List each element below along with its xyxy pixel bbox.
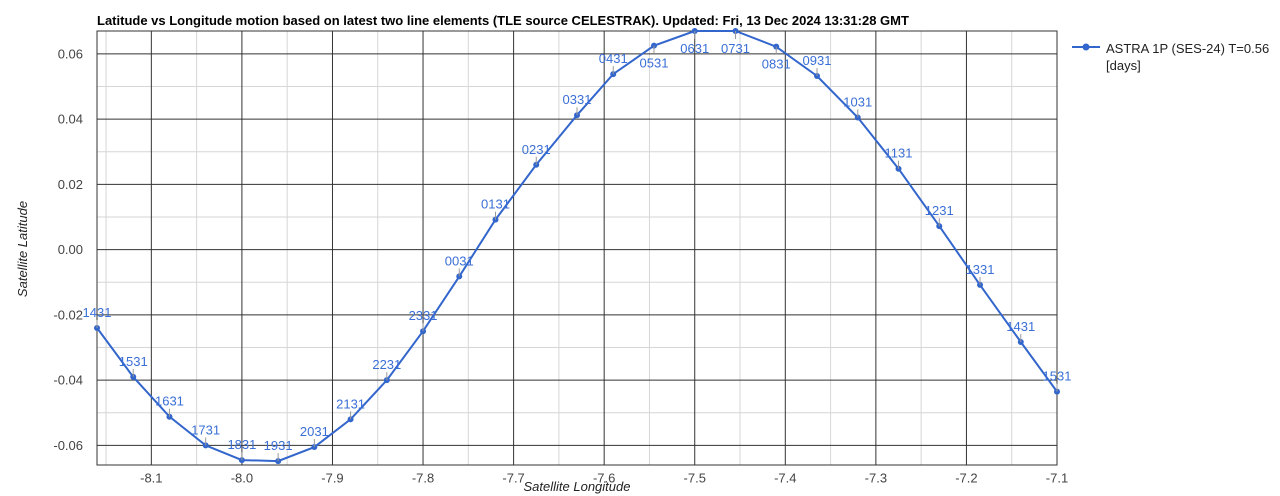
data-point-label: 0231: [522, 142, 551, 157]
point-labels: 1431 1531 1631 1731 1831 1931 2031 2131 2231 2331…: [83, 31, 1072, 462]
chart-title: Latitude vs Longitude motion based on la…: [97, 13, 909, 28]
x-tick-label: -8.0: [231, 471, 253, 486]
data-point-label: 1831: [227, 437, 256, 452]
data-point-label: 0631: [680, 41, 709, 56]
x-tick-label: -8.1: [140, 471, 162, 486]
y-tick-label: -0.04: [53, 373, 83, 388]
x-tick-label: -7.7: [502, 471, 524, 486]
data-point-label: 1931: [264, 438, 293, 453]
grid: [97, 31, 1058, 465]
y-tick-label: 0.00: [58, 242, 83, 257]
data-point-label: 1431: [83, 305, 112, 320]
y-tick-label: 0.02: [58, 177, 83, 192]
data-point-label: 1531: [1043, 369, 1072, 384]
y-axis-title: Satellite Latitude: [15, 201, 30, 297]
y-tick-label: -0.02: [53, 307, 83, 322]
y-tick-label: -0.06: [53, 438, 83, 453]
x-tick-label: -7.9: [321, 471, 343, 486]
legend-label: ASTRA 1P (SES-24) T=0.56 [days]: [1106, 41, 1270, 73]
data-point-label: 1231: [925, 203, 954, 218]
data-point-label: 2331: [409, 308, 438, 323]
data-point-label: 1131: [885, 146, 913, 161]
data-point-label: 0331: [563, 92, 592, 107]
data-point-label: 0931: [803, 53, 832, 68]
data-point-label: 1031: [843, 94, 872, 109]
legend-marker: [1072, 43, 1100, 51]
data-point-label: 2231: [372, 357, 401, 372]
x-tick-label: -7.3: [865, 471, 887, 486]
data-point-label: 1531: [119, 354, 148, 369]
x-tick-label: -7.8: [412, 471, 434, 486]
data-point-label: 0431: [599, 51, 628, 66]
x-tick-label: -7.1: [1046, 471, 1068, 486]
series-line: [96, 30, 1058, 463]
data-point-label: 2131: [336, 396, 365, 411]
series: [94, 28, 1060, 465]
x-tick-label: -7.2: [955, 471, 977, 486]
x-axis-title: Satellite Longitude: [524, 479, 631, 494]
x-tick-label: -7.6: [593, 471, 615, 486]
data-point-label: 1431: [1006, 319, 1035, 334]
data-point-label: 0131: [481, 197, 510, 212]
data-point-label: 1331: [966, 262, 995, 277]
axes: -8.1 -8.0 -7.9 -7.8 -7.7 -7.6 -7.5 -7.4 -7.3 -7.2…: [53, 30, 1068, 486]
data-point-label: 2031: [300, 424, 329, 439]
data-point-label: 1731: [191, 422, 220, 437]
data-point-label: 0031: [445, 253, 474, 268]
y-tick-label: 0.06: [58, 46, 83, 61]
y-tick-label: 0.04: [58, 112, 83, 127]
data-point-label: 0831: [762, 57, 791, 72]
data-point-label: 0531: [640, 56, 669, 71]
x-tick-label: -7.4: [774, 471, 796, 486]
data-point-label: 0731: [721, 41, 750, 56]
x-tick-label: -7.5: [684, 471, 706, 486]
data-point-label: 1631: [155, 394, 184, 409]
plot-frame: [96, 30, 1058, 466]
